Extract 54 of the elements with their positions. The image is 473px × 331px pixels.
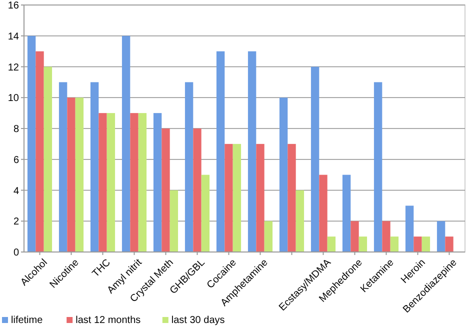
legend-label: last 12 months: [76, 315, 141, 326]
bar: [256, 144, 264, 252]
bar: [374, 82, 382, 252]
bar: [288, 144, 296, 252]
bar: [232, 144, 242, 252]
bar: [58, 82, 68, 252]
bar: [27, 36, 36, 252]
bar: [216, 51, 225, 252]
bar: [170, 190, 178, 252]
bar: [153, 113, 162, 252]
bar: [248, 51, 256, 252]
y-tick-label: 2: [13, 216, 20, 228]
y-tick-label: 4: [13, 186, 20, 197]
x-tick-label: THC: [90, 257, 113, 280]
bar: [422, 236, 430, 252]
y-tick-label: 14: [8, 31, 20, 42]
bar: [358, 236, 368, 252]
y-tick-label: 10: [8, 93, 20, 104]
bar: [36, 51, 44, 252]
bar: [445, 236, 454, 252]
bar: [106, 113, 116, 252]
bar: [98, 113, 107, 252]
bar: [193, 128, 202, 252]
bar: [382, 221, 390, 252]
bar: [44, 66, 52, 252]
y-tick-label: 6: [13, 154, 20, 166]
bar: [414, 236, 422, 252]
legend-label: lifetime: [11, 315, 44, 326]
bar: [436, 221, 446, 252]
bar: [390, 236, 399, 252]
y-tick-label: 16: [8, 0, 20, 12]
bar: [122, 36, 130, 252]
bar: [342, 174, 351, 252]
bar: [224, 144, 233, 252]
bar: [405, 206, 414, 252]
bar: [138, 113, 147, 252]
bar: [350, 221, 359, 252]
bar: [264, 221, 273, 252]
y-tick-label: 0: [13, 248, 20, 258]
bar: [90, 82, 99, 252]
y-tick-label: 8: [13, 124, 20, 135]
bar: [279, 98, 288, 252]
bar: [296, 190, 304, 252]
y-tick-label: 12: [8, 62, 20, 74]
bar: [327, 236, 336, 252]
bar: [130, 113, 138, 252]
bar: [162, 128, 170, 252]
bar: [319, 174, 328, 252]
bar: [67, 98, 76, 252]
bar: [184, 82, 194, 252]
legend-label: last 30 days: [171, 315, 225, 326]
bar: [310, 66, 320, 252]
bar: [201, 174, 210, 252]
bar: [75, 98, 84, 252]
